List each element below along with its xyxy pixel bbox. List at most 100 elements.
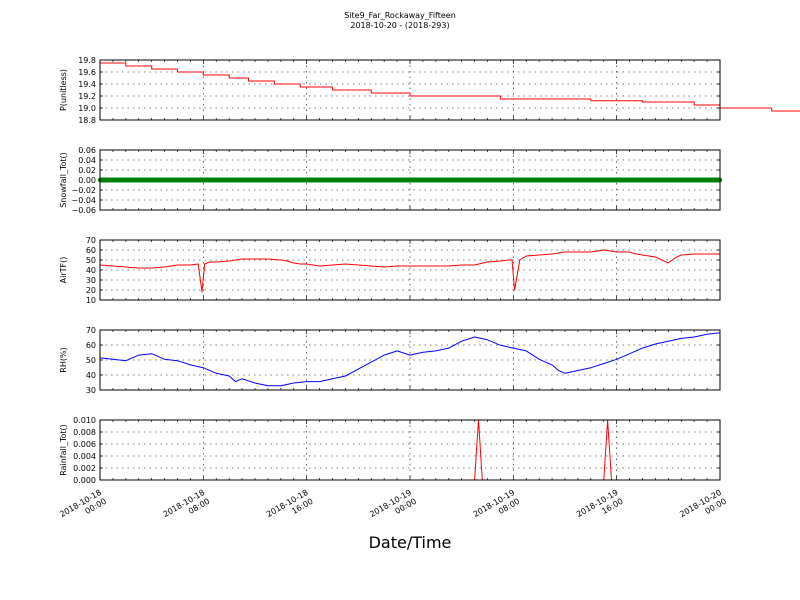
series-marker (549, 177, 555, 183)
series-marker (507, 177, 513, 183)
series-marker (553, 177, 558, 183)
series-marker (168, 177, 174, 183)
series-marker (107, 177, 112, 183)
series-marker (546, 177, 552, 183)
series-marker (298, 177, 303, 183)
series-marker (398, 177, 403, 183)
series-marker (217, 177, 222, 183)
series-marker (394, 177, 400, 183)
series-marker (304, 177, 309, 183)
series-marker (126, 177, 132, 183)
series-marker (649, 177, 655, 183)
series-marker (401, 177, 406, 183)
y-axis-label: P(unitless) (59, 69, 68, 111)
series-marker (595, 177, 600, 183)
series-marker (611, 177, 616, 183)
chart-title: Site9_Far_Rockaway_Fifteen (344, 11, 456, 20)
series-marker (630, 177, 636, 183)
y-tick-label: 19.0 (78, 104, 96, 113)
series-marker (278, 177, 284, 183)
panel-5: 0.010 0.008 0.006 0.004 0.002 0.000 Rainfall_T… (59, 416, 721, 485)
series-marker (514, 177, 519, 183)
series-marker (417, 177, 422, 183)
series-marker (682, 177, 687, 183)
series-marker (252, 177, 258, 183)
y-tick-label: 0.010 (73, 416, 96, 425)
series-marker (230, 177, 235, 183)
y-tick-label: 0.002 (73, 464, 96, 473)
series-marker (627, 177, 632, 183)
series-marker (256, 177, 261, 183)
series-marker (133, 177, 138, 183)
axes-frame (99, 419, 721, 481)
series-marker (659, 177, 665, 183)
y-tick-label: −0.06 (71, 206, 96, 215)
y-tick-label: 0.02 (78, 166, 96, 175)
series-marker (465, 177, 471, 183)
series-marker (520, 177, 526, 183)
series-marker (223, 177, 229, 183)
series-marker (701, 177, 707, 183)
series-marker (662, 177, 668, 183)
series-marker (494, 177, 500, 183)
y-tick-label: 30 (86, 386, 96, 395)
series-marker (462, 177, 468, 183)
series-marker (243, 177, 248, 183)
series-marker (491, 177, 497, 183)
x-tick-label: 2018-10-1816:00 (265, 488, 315, 528)
y-tick-label: 50 (86, 256, 96, 265)
series-marker (265, 177, 271, 183)
series-marker (453, 177, 458, 183)
series-marker (698, 177, 703, 183)
series-marker (165, 177, 171, 183)
series-marker (117, 177, 122, 183)
series-marker (620, 177, 626, 183)
series-marker (617, 177, 623, 183)
series-marker (559, 177, 564, 183)
series-marker (679, 177, 684, 183)
axes-frame (99, 59, 721, 121)
series-marker (188, 177, 193, 183)
series-line (99, 332, 721, 387)
series-marker (314, 177, 319, 183)
y-tick-label: 20 (86, 286, 96, 295)
series-marker (175, 177, 180, 183)
series-marker (688, 177, 694, 183)
y-tick-label: 10 (86, 296, 96, 305)
series-marker (375, 177, 380, 183)
y-tick-label: 19.4 (78, 80, 96, 89)
series-marker (675, 177, 681, 183)
series-marker (207, 177, 212, 183)
x-tick-label: 2018-10-1916:00 (575, 488, 625, 528)
series-marker (197, 177, 203, 183)
y-tick-label: 50 (86, 356, 96, 365)
series-marker (275, 177, 280, 183)
chart-subtitle: 2018-10-20 - (2018-293) (350, 21, 450, 30)
series-marker (536, 177, 542, 183)
series-marker (691, 177, 697, 183)
series-marker (362, 177, 367, 183)
series-marker (569, 177, 574, 183)
series-marker (336, 177, 342, 183)
series-marker (307, 177, 313, 183)
series-marker (637, 177, 642, 183)
series-marker (669, 177, 674, 183)
series-marker (624, 177, 629, 183)
series-marker (146, 177, 151, 183)
y-tick-label: 30 (86, 276, 96, 285)
series-marker (456, 177, 461, 183)
series-marker (472, 177, 477, 183)
y-tick-label: 0.006 (73, 440, 96, 449)
series-marker (391, 177, 397, 183)
y-tick-label: 70 (86, 326, 96, 335)
series-marker (172, 177, 177, 183)
series-marker (643, 177, 648, 183)
series-marker (291, 177, 296, 183)
series-marker (323, 177, 329, 183)
series-marker (404, 177, 409, 183)
series-marker (346, 177, 351, 183)
series-marker (388, 177, 393, 183)
series-marker (423, 177, 429, 183)
series-marker (478, 177, 484, 183)
